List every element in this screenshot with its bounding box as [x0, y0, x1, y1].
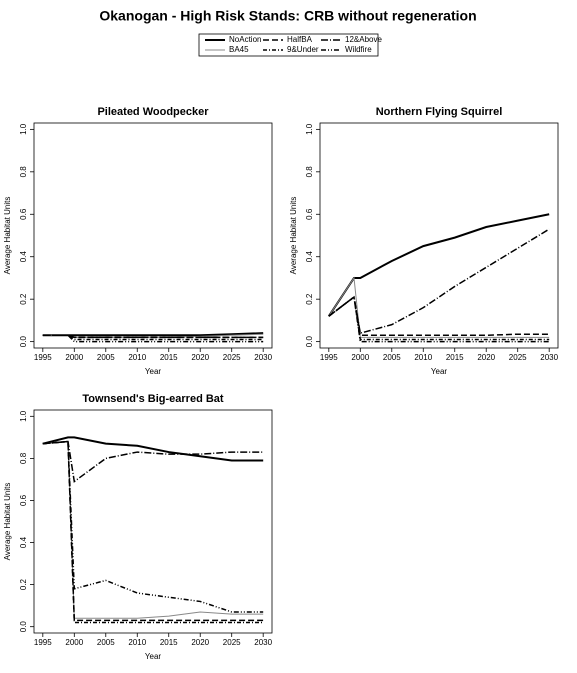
series-line — [42, 436, 264, 462]
x-tick-label: 2000 — [65, 353, 83, 362]
y-axis-label: Average Habitat Units — [289, 197, 298, 275]
x-tick-label: 2020 — [191, 353, 209, 362]
x-tick-label: 2025 — [223, 638, 241, 647]
series-line — [328, 295, 550, 343]
y-tick-label: 0.0 — [305, 336, 314, 348]
series-line — [42, 440, 264, 483]
x-tick-label: 2010 — [128, 353, 146, 362]
x-tick-label: 2020 — [191, 638, 209, 647]
legend-label: Wildfire — [345, 45, 372, 54]
y-tick-label: 0.6 — [19, 494, 28, 506]
x-tick-label: 2005 — [97, 638, 115, 647]
x-axis-label: Year — [145, 367, 162, 376]
x-axis-label: Year — [145, 652, 162, 661]
plot-frame — [319, 122, 559, 349]
series-line — [328, 276, 550, 338]
y-tick-label: 0.8 — [19, 166, 28, 178]
x-tick-label: 1995 — [34, 353, 52, 362]
x-axis-label: Year — [431, 367, 448, 376]
series-line — [42, 441, 264, 619]
legend-label: BA45 — [229, 45, 249, 54]
x-tick-label: 2025 — [509, 353, 527, 362]
y-axis-label: Average Habitat Units — [3, 483, 12, 561]
x-tick-label: 2015 — [160, 353, 178, 362]
x-tick-label: 2030 — [254, 638, 272, 647]
series-line — [42, 334, 264, 339]
panel-title: Townsend's Big-earred Bat — [82, 393, 223, 405]
y-tick-label: 0.8 — [305, 166, 314, 178]
panel-title: Pileated Woodpecker — [97, 106, 209, 118]
y-tick-label: 0.8 — [19, 452, 28, 464]
y-axis-label: Average Habitat Units — [3, 197, 12, 275]
panel-title: Northern Flying Squirrel — [376, 106, 503, 118]
y-tick-label: 0.0 — [19, 621, 28, 633]
legend-box — [198, 33, 379, 57]
y-tick-label: 1.0 — [19, 410, 28, 422]
series-line — [328, 228, 550, 335]
x-tick-label: 2000 — [351, 353, 369, 362]
y-tick-label: 0.4 — [19, 536, 28, 548]
series-line — [42, 334, 264, 343]
y-tick-label: 0.2 — [19, 293, 28, 305]
x-tick-label: 1995 — [320, 353, 338, 362]
series-line — [42, 440, 264, 624]
x-tick-label: 2020 — [477, 353, 495, 362]
legend-label: 12&Above — [345, 35, 382, 44]
plot-frame — [33, 409, 273, 634]
x-tick-label: 2030 — [254, 353, 272, 362]
y-tick-label: 0.0 — [19, 336, 28, 348]
x-tick-label: 2015 — [446, 353, 464, 362]
y-tick-label: 0.4 — [305, 251, 314, 263]
series-line — [328, 295, 550, 337]
y-tick-label: 0.2 — [305, 293, 314, 305]
x-tick-label: 2005 — [383, 353, 401, 362]
x-tick-label: 2015 — [160, 638, 178, 647]
series-line — [327, 213, 550, 317]
legend-label: NoAction — [229, 35, 261, 44]
legend-label: HalfBA — [287, 35, 313, 44]
x-tick-label: 2010 — [128, 638, 146, 647]
series-line — [42, 440, 264, 622]
series-line — [42, 440, 264, 613]
y-tick-label: 1.0 — [305, 123, 314, 135]
x-tick-label: 2025 — [223, 353, 241, 362]
y-tick-label: 0.2 — [19, 579, 28, 591]
y-tick-label: 0.6 — [305, 208, 314, 220]
y-tick-label: 0.6 — [19, 208, 28, 220]
x-tick-label: 2030 — [540, 353, 558, 362]
y-tick-label: 0.4 — [19, 251, 28, 263]
legend-label: 9&Under — [287, 45, 319, 54]
figure-title: Okanogan - High Risk Stands: CRB without… — [99, 8, 476, 24]
x-tick-label: 2005 — [97, 353, 115, 362]
x-tick-label: 2010 — [414, 353, 432, 362]
y-tick-label: 1.0 — [19, 123, 28, 135]
x-tick-label: 1995 — [34, 638, 52, 647]
plot-frame — [33, 122, 273, 349]
x-tick-label: 2000 — [65, 638, 83, 647]
